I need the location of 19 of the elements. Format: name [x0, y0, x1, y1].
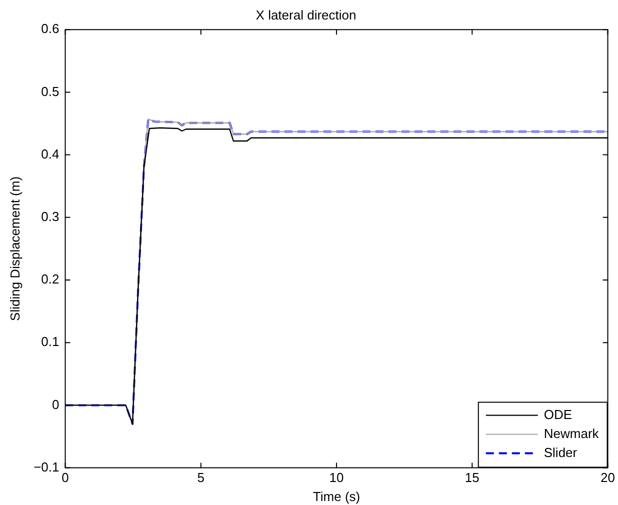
chart-title: X lateral direction: [256, 7, 356, 22]
legend-label: Newmark: [544, 426, 600, 441]
y-axis-title: Sliding Displacement (m): [7, 176, 22, 321]
y-tick-label: 0.6: [41, 21, 60, 36]
y-tick-label: 0: [52, 396, 60, 412]
legend-label: ODE: [544, 406, 572, 422]
legend-label: Slider: [544, 444, 578, 460]
y-tick-label: 0.3: [41, 208, 60, 224]
y-tick-label: 0.4: [41, 146, 60, 162]
y-tick-label: 0.2: [41, 272, 60, 287]
x-tick-label: 10: [329, 470, 344, 486]
y-tick-label: 0.5: [41, 84, 60, 99]
y-tick-label: −0.1: [34, 459, 60, 474]
x-axis-title: Time (s): [312, 488, 360, 504]
x-tick-label: 20: [600, 470, 616, 486]
x-tick-label: 5: [197, 470, 205, 486]
x-tick-label: 0: [62, 470, 69, 486]
y-tick-label: 0.1: [41, 334, 60, 350]
x-tick-label: 15: [464, 470, 480, 486]
